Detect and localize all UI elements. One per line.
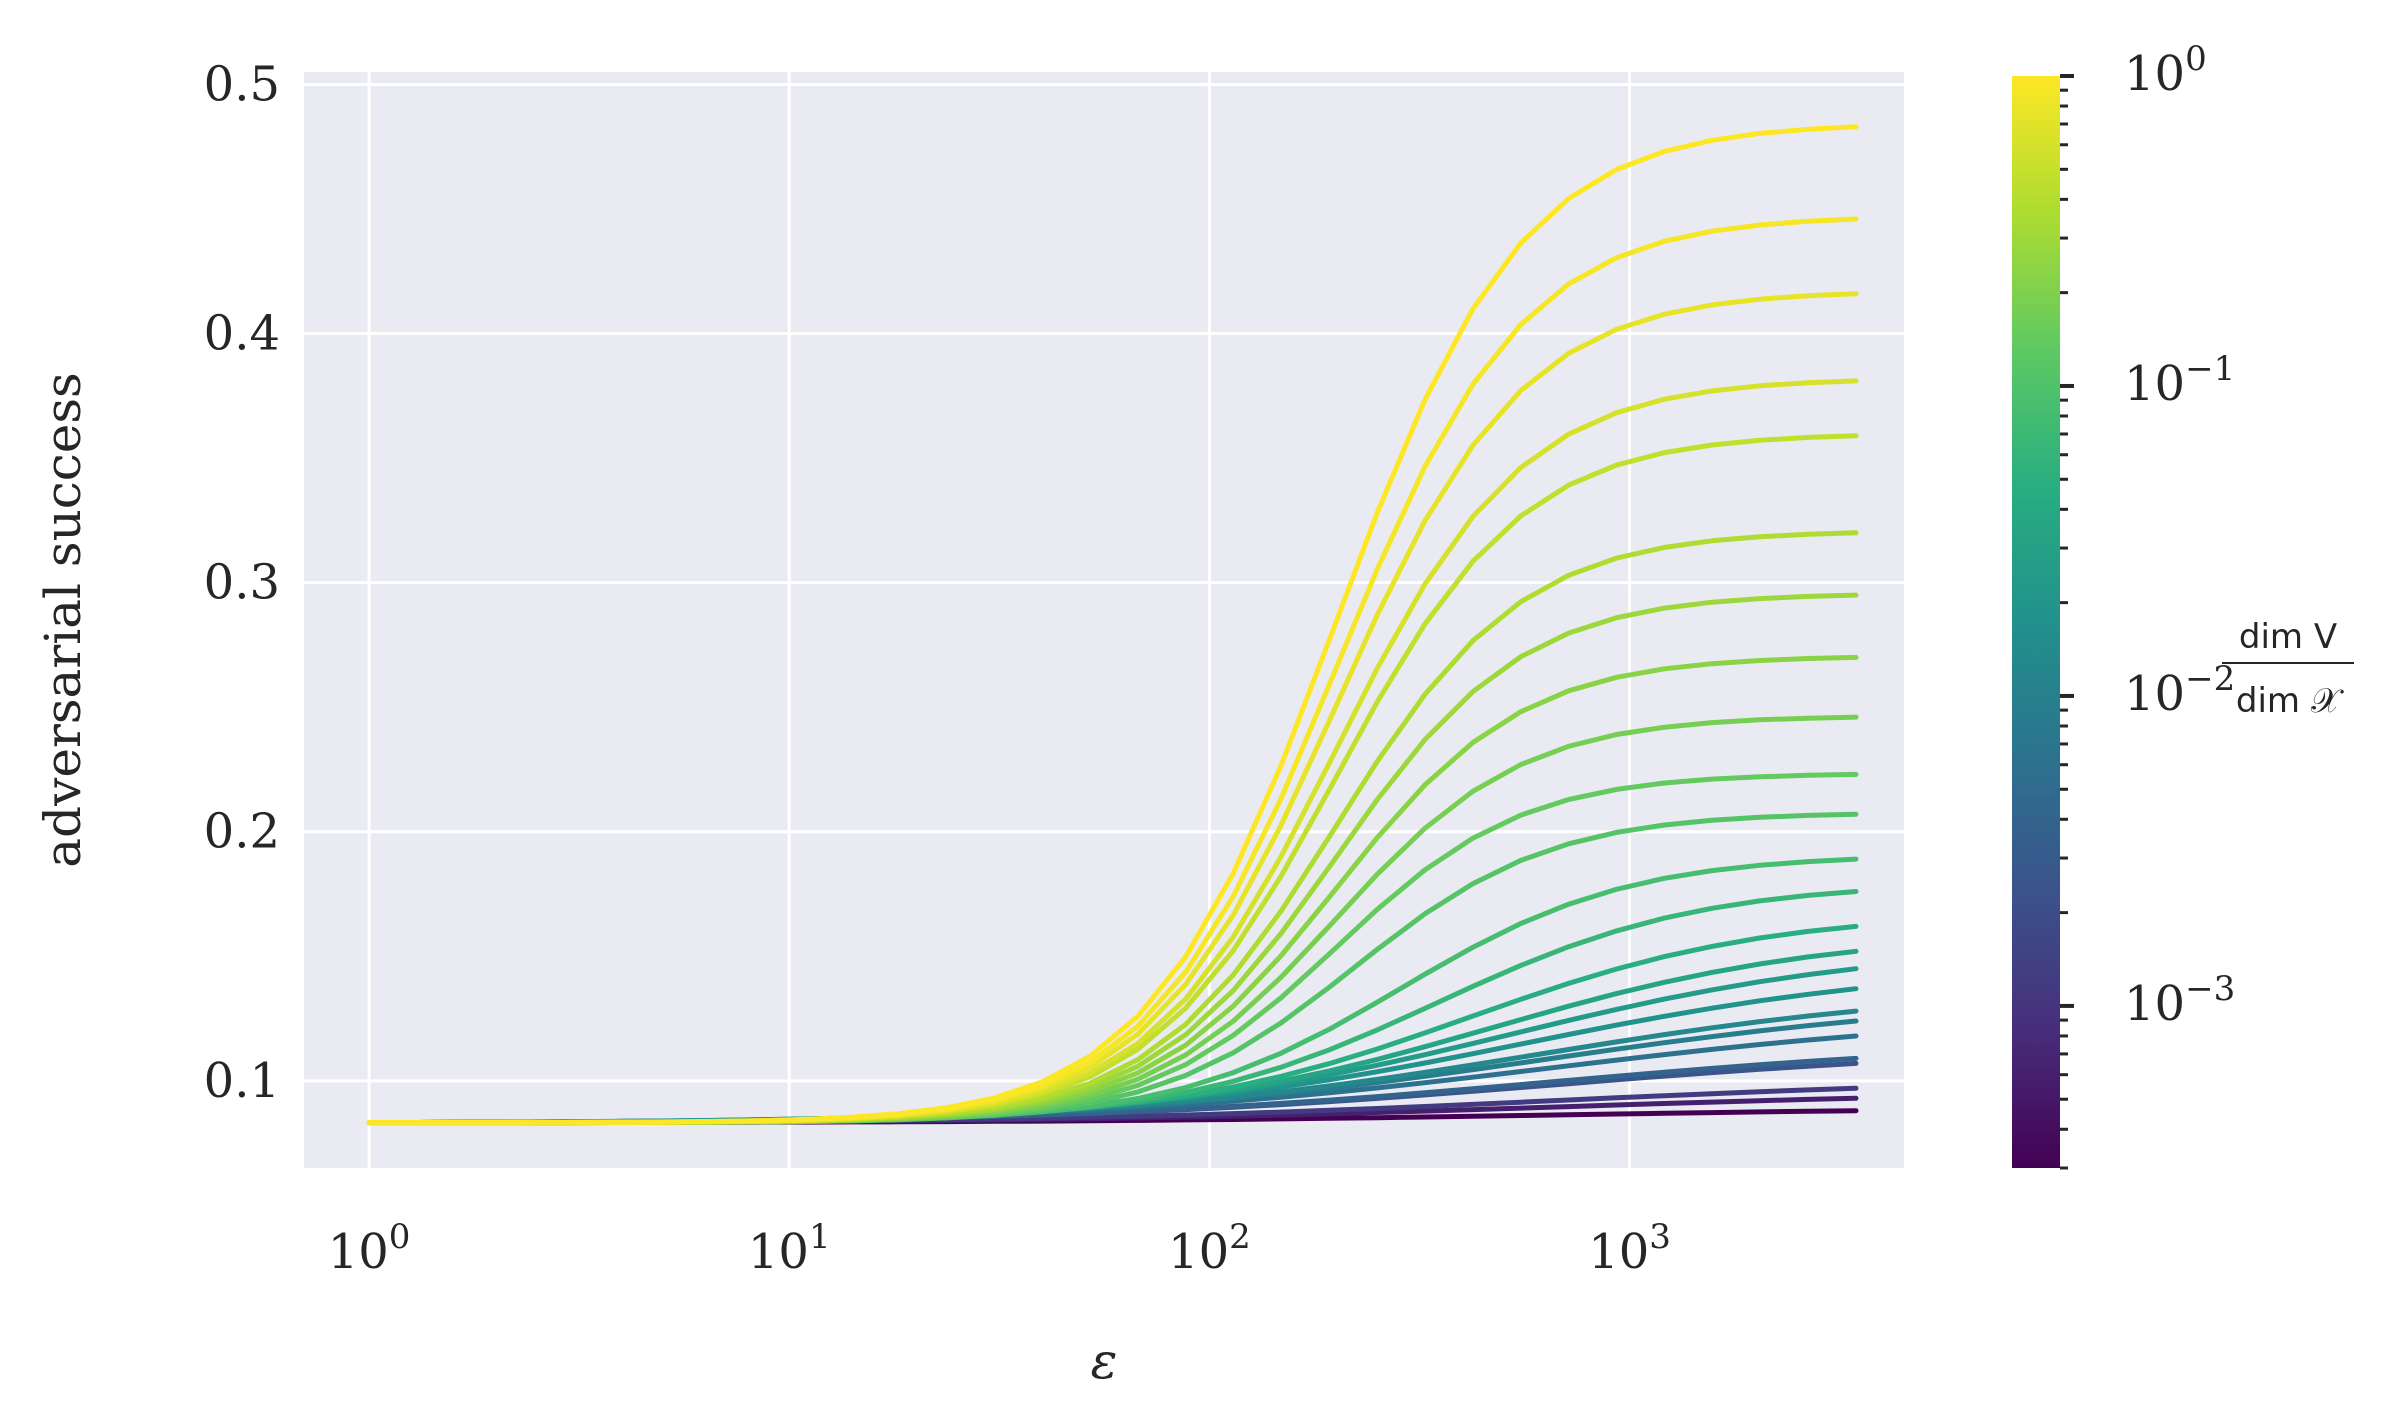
y-tick-label: 0.5 [204, 56, 280, 112]
colorbar-minor-ticks [2060, 74, 2074, 1170]
x-tick-labels: 100 101 102 103 [328, 1217, 1671, 1280]
series-line [366, 124, 1859, 1126]
x-tick-label: 102 [1168, 1217, 1251, 1280]
y-axis-label: adversarial success [34, 372, 92, 867]
x-axis-label: ε [1091, 1332, 1118, 1390]
y-tick-label: 0.2 [204, 804, 280, 860]
colorbar-tick-labels: 100 10−1 10−2 10−3 [2124, 39, 2235, 1032]
colorbar-tick-label: 10−2 [2124, 659, 2235, 722]
colorbar-title-denominator: dim 𝒳 [2236, 681, 2344, 721]
series-lines [366, 124, 1859, 1126]
plot-background [304, 72, 1904, 1168]
colorbar-title: dim V dim 𝒳 [2222, 617, 2354, 721]
x-tick-label: 103 [1588, 1217, 1671, 1280]
colorbar-tick-label: 10−1 [2124, 349, 2235, 412]
y-tick-labels: 0.1 0.2 0.3 0.4 0.5 [204, 56, 280, 1108]
x-tick-label: 100 [328, 1217, 411, 1280]
y-tick-label: 0.3 [204, 555, 280, 611]
colorbar-title-numerator: dim V [2239, 617, 2337, 657]
x-tick-label: 101 [748, 1217, 831, 1280]
y-tick-label: 0.1 [204, 1053, 280, 1109]
colorbar [2012, 76, 2060, 1168]
colorbar-tick-label: 10−3 [2124, 969, 2235, 1032]
colorbar-tick-label: 100 [2124, 39, 2207, 102]
y-tick-label: 0.4 [204, 306, 280, 362]
